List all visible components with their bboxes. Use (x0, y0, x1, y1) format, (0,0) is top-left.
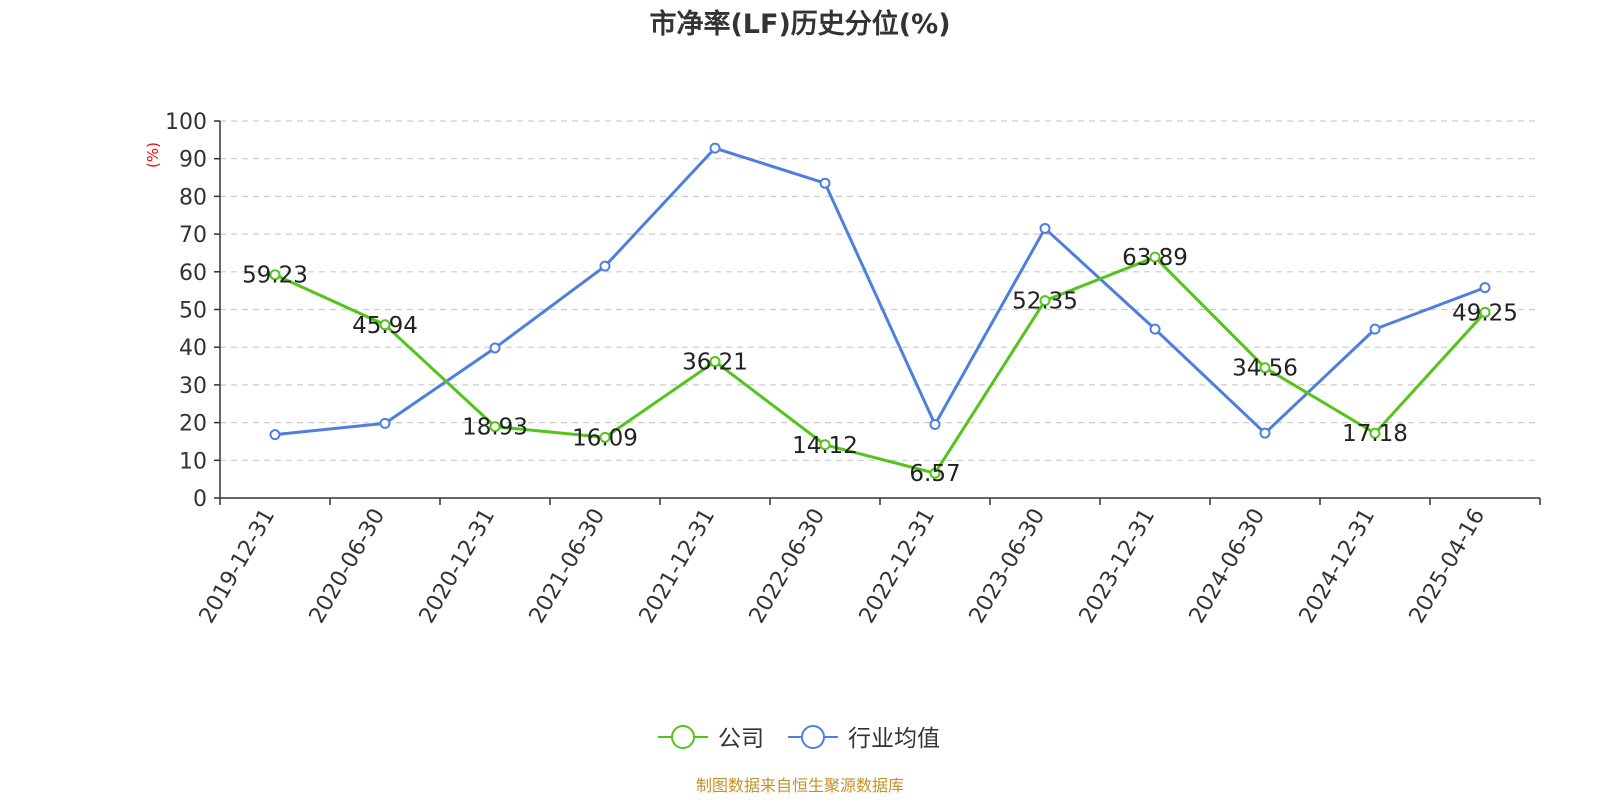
y-tick-label: 90 (179, 148, 207, 173)
data-label: 16.09 (572, 425, 638, 451)
legend: 公司 行业均值 (658, 725, 940, 752)
data-label: 6.57 (909, 461, 960, 487)
data-point-industry[interactable] (269, 429, 281, 441)
series-line-industry (274, 146, 1486, 437)
x-tick-label: 2020-06-30 (305, 505, 391, 628)
legend-company-marker (671, 725, 695, 749)
y-tick-label: 100 (165, 110, 207, 135)
y-tick-label: 60 (179, 261, 207, 286)
data-point-industry[interactable] (709, 142, 721, 154)
data-point-industry[interactable] (1259, 427, 1271, 439)
x-tick-label: 2022-12-31 (855, 505, 941, 628)
data-labels: 59.23 45.94 18.93 16.09 36.21 14.12 6.57 52.35 6… (242, 245, 1518, 487)
x-tick-label: 2021-12-31 (635, 505, 721, 628)
data-point-company[interactable] (379, 319, 391, 331)
y-tick-label: 80 (179, 185, 207, 210)
data-label: 17.18 (1342, 421, 1408, 447)
data-label: 14.12 (792, 433, 858, 459)
source-note: 制图数据来自恒生聚源数据库 (696, 776, 904, 795)
x-tick-label: 2025-04-16 (1405, 505, 1491, 628)
data-point-company[interactable] (929, 467, 941, 479)
data-point-company[interactable] (1039, 295, 1051, 307)
data-point-company[interactable] (819, 439, 831, 451)
y-tick-label: 50 (179, 299, 207, 324)
data-point-company[interactable] (1149, 251, 1161, 263)
data-label: 52.35 (1012, 289, 1078, 315)
series-line-company (274, 255, 1487, 475)
legend-company-label: 公司 (718, 726, 764, 752)
data-point-company[interactable] (489, 421, 501, 433)
data-point-company[interactable] (1479, 306, 1491, 318)
x-tick-label: 2024-06-30 (1185, 505, 1271, 628)
y-tick-label: 30 (179, 374, 207, 399)
x-tick-label: 2022-06-30 (745, 505, 831, 628)
data-label: 34.56 (1232, 356, 1298, 382)
x-tick-label: 2020-12-31 (415, 505, 501, 628)
data-point-industry[interactable] (489, 342, 501, 354)
data-point-industry[interactable] (599, 260, 611, 272)
data-point-industry[interactable] (379, 417, 391, 429)
data-point-company[interactable] (269, 269, 281, 281)
y-tick-label: 20 (179, 412, 207, 437)
y-tick-label: 40 (179, 336, 207, 361)
data-point-industry[interactable] (1039, 222, 1051, 234)
chart-title: 市净率(LF)历史分位(%) (649, 8, 950, 40)
data-point-company[interactable] (709, 355, 721, 367)
y-tick-label: 70 (179, 223, 207, 248)
data-point-industry[interactable] (1479, 282, 1491, 294)
x-tick-label: 2024-12-31 (1295, 505, 1381, 628)
data-label: 63.89 (1122, 245, 1188, 271)
data-label: 59.23 (242, 263, 308, 289)
legend-item-industry[interactable]: 行业均值 (788, 725, 940, 752)
data-label: 49.25 (1452, 300, 1518, 326)
x-tick-label: 2021-06-30 (525, 505, 611, 628)
data-label: 18.93 (462, 415, 528, 441)
legend-item-company[interactable]: 公司 (658, 725, 764, 752)
x-tick-label: 2023-06-30 (965, 505, 1051, 628)
data-point-industry[interactable] (819, 177, 831, 189)
data-point-company[interactable] (1259, 362, 1271, 374)
data-label: 36.21 (682, 349, 748, 375)
data-point-industry[interactable] (1149, 323, 1161, 335)
x-tick-label: 2023-12-31 (1075, 505, 1161, 628)
grid (220, 120, 1540, 461)
data-point-company[interactable] (599, 431, 611, 443)
data-point-industry[interactable] (1369, 323, 1381, 335)
legend-industry-label: 行业均值 (848, 726, 940, 752)
y-tick-label: 0 (193, 487, 207, 512)
x-tick-label: 2019-12-31 (195, 505, 281, 628)
series (269, 142, 1491, 479)
data-point-company[interactable] (1369, 427, 1381, 439)
y-axis-label: (%) (144, 142, 162, 168)
legend-industry-marker (801, 725, 825, 749)
y-tick-label: 10 (179, 449, 207, 474)
data-label: 45.94 (352, 313, 418, 339)
data-point-industry[interactable] (929, 418, 941, 430)
